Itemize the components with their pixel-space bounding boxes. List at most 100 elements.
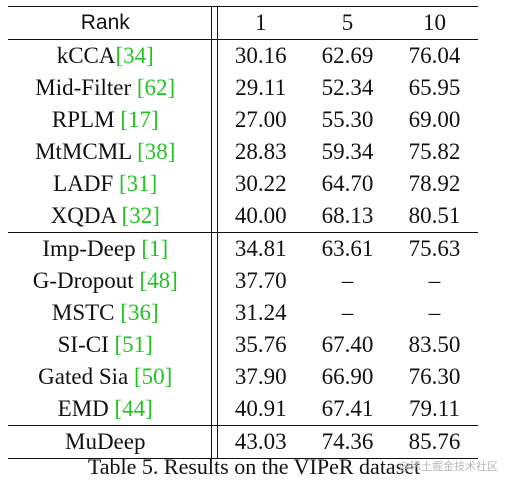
rank-10-value: – xyxy=(428,268,441,293)
rank-1-value: 35.76 xyxy=(234,332,287,357)
table-row: kCCA[34] 30.16 62.69 76.04 xyxy=(8,39,478,73)
rank-1-value: 40.91 xyxy=(234,396,287,421)
citation-link[interactable]: [50] xyxy=(133,364,173,389)
method-name-cell: LADF [31] xyxy=(8,168,211,200)
method-name: kCCA xyxy=(56,43,116,68)
column-separator xyxy=(210,425,218,459)
method-name-cell: EMD [44] xyxy=(8,393,211,426)
rank-1-value: 37.70 xyxy=(234,268,287,293)
watermark: @稀土掘金技术社区 xyxy=(399,460,498,473)
rank-10-value: 65.95 xyxy=(408,75,461,100)
table-row: XQDA [32] 40.00 68.13 80.51 xyxy=(8,200,478,233)
rank-1-value: 27.00 xyxy=(234,107,287,132)
column-separator xyxy=(210,232,218,265)
citation-link[interactable]: [32] xyxy=(121,203,160,228)
rank-1-value: 40.00 xyxy=(234,203,287,228)
citation-link[interactable]: [17] xyxy=(120,107,159,132)
method-name: G-Dropout xyxy=(32,268,140,293)
rank-5-value: 62.69 xyxy=(321,43,374,68)
rank-10-value: 83.50 xyxy=(408,332,461,357)
method-name-cell: SI-CI [51] xyxy=(8,329,211,361)
table-body: kCCA[34] 30.16 62.69 76.04 Mid-Filter [62] 29… xyxy=(8,39,478,459)
rank-5-value: 55.30 xyxy=(321,107,374,132)
table-row: Gated Sia [50] 37.90 66.90 76.30 xyxy=(8,361,478,393)
rank-10-value: 79.11 xyxy=(409,396,460,421)
rank-5-value: 67.40 xyxy=(321,332,374,357)
citation-link[interactable]: [34] xyxy=(115,43,154,68)
method-name-cell: MuDeep xyxy=(8,425,211,459)
method-name: Mid-Filter xyxy=(35,75,137,100)
method-name: XQDA xyxy=(50,203,122,228)
method-name: EMD xyxy=(57,396,115,421)
method-name-cell: Mid-Filter [62] xyxy=(8,72,211,104)
method-name-cell: kCCA[34] xyxy=(8,40,211,73)
rank-5-value: 74.36 xyxy=(304,425,391,459)
rank-5-value: – xyxy=(341,300,354,325)
citation-link[interactable]: [62] xyxy=(136,75,176,100)
citation-link[interactable]: [44] xyxy=(114,396,153,421)
rank-1-value: 28.83 xyxy=(234,139,287,164)
column-separator xyxy=(210,297,218,329)
method-name: SI-CI xyxy=(57,332,115,357)
citation-link[interactable]: [51] xyxy=(114,332,153,357)
column-separator xyxy=(210,200,218,233)
column-separator xyxy=(210,72,218,104)
citation-link[interactable]: [48] xyxy=(139,268,178,293)
method-name-cell: G-Dropout [48] xyxy=(8,265,211,297)
table-row: EMD [44] 40.91 67.41 79.11 xyxy=(8,393,478,426)
method-name: LADF xyxy=(53,171,119,196)
rank-10-value: 85.76 xyxy=(391,425,478,459)
rank-5-value: 66.90 xyxy=(321,364,374,389)
method-name: Gated Sia xyxy=(38,364,134,389)
rank-10-header: 10 xyxy=(391,6,478,40)
rank-5-value: 64.70 xyxy=(321,171,374,196)
rank-5-value: 68.13 xyxy=(321,203,374,228)
rank-1-value: 30.16 xyxy=(234,43,287,68)
table-row: G-Dropout [48] 37.70 – – xyxy=(8,265,478,297)
method-name: RPLM xyxy=(51,107,121,132)
rank-5-value: 59.34 xyxy=(321,139,374,164)
rank-10-value: 78.92 xyxy=(408,171,461,196)
rank-10-value: 75.82 xyxy=(408,139,461,164)
citation-link[interactable]: [1] xyxy=(141,236,169,261)
column-separator xyxy=(210,265,218,297)
rank-10-value: – xyxy=(428,300,441,325)
table-row: MtMCML [38] 28.83 59.34 75.82 xyxy=(8,136,478,168)
column-separator xyxy=(210,39,218,72)
rank-5-header: 5 xyxy=(304,6,391,40)
rank-5-value: 52.34 xyxy=(321,75,374,100)
citation-link[interactable]: [36] xyxy=(120,300,159,325)
table-row: SI-CI [51] 35.76 67.40 83.50 xyxy=(8,329,478,361)
column-separator xyxy=(210,393,218,426)
rank-10-value: 75.63 xyxy=(391,232,478,265)
column-separator xyxy=(210,6,218,40)
table-row: Mid-Filter [62] 29.11 52.34 65.95 xyxy=(8,72,478,104)
rank-5-value: 63.61 xyxy=(304,232,391,265)
rank-1-value: 31.24 xyxy=(234,300,287,325)
table-row: Imp-Deep [1] 34.81 63.61 75.63 xyxy=(8,232,478,265)
table-row: MSTC [36] 31.24 – – xyxy=(8,297,478,329)
method-name: MuDeep xyxy=(65,429,146,454)
column-separator xyxy=(210,136,218,168)
results-table: Rank 1 5 10 kCCA[34] 30.16 62.69 76.04 Mid-F… xyxy=(8,6,478,459)
method-name: MSTC xyxy=(51,300,121,325)
rank-1-value: 37.90 xyxy=(234,364,287,389)
table-row: RPLM [17] 27.00 55.30 69.00 xyxy=(8,104,478,136)
method-name: MtMCML xyxy=(35,139,138,164)
citation-link[interactable]: [38] xyxy=(137,139,176,164)
citation-link[interactable]: [31] xyxy=(118,171,158,196)
column-separator xyxy=(210,329,218,361)
rank-1-header: 1 xyxy=(217,6,304,40)
method-name-cell: RPLM [17] xyxy=(8,104,211,136)
rank-header: Rank xyxy=(8,6,211,40)
method-name-cell: MSTC [36] xyxy=(8,297,211,329)
rank-10-value: 80.51 xyxy=(408,203,461,228)
method-name-cell: MtMCML [38] xyxy=(8,136,211,168)
rank-1-value: 34.81 xyxy=(217,232,304,265)
method-name-cell: Imp-Deep [1] xyxy=(8,232,211,265)
table-caption: Table 5. Results on the VIPeR dataset xyxy=(87,454,421,479)
rank-10-value: 76.04 xyxy=(408,43,461,68)
method-name: Imp-Deep xyxy=(42,236,142,261)
rank-5-value: – xyxy=(341,268,354,293)
rank-1-value: 30.22 xyxy=(234,171,287,196)
